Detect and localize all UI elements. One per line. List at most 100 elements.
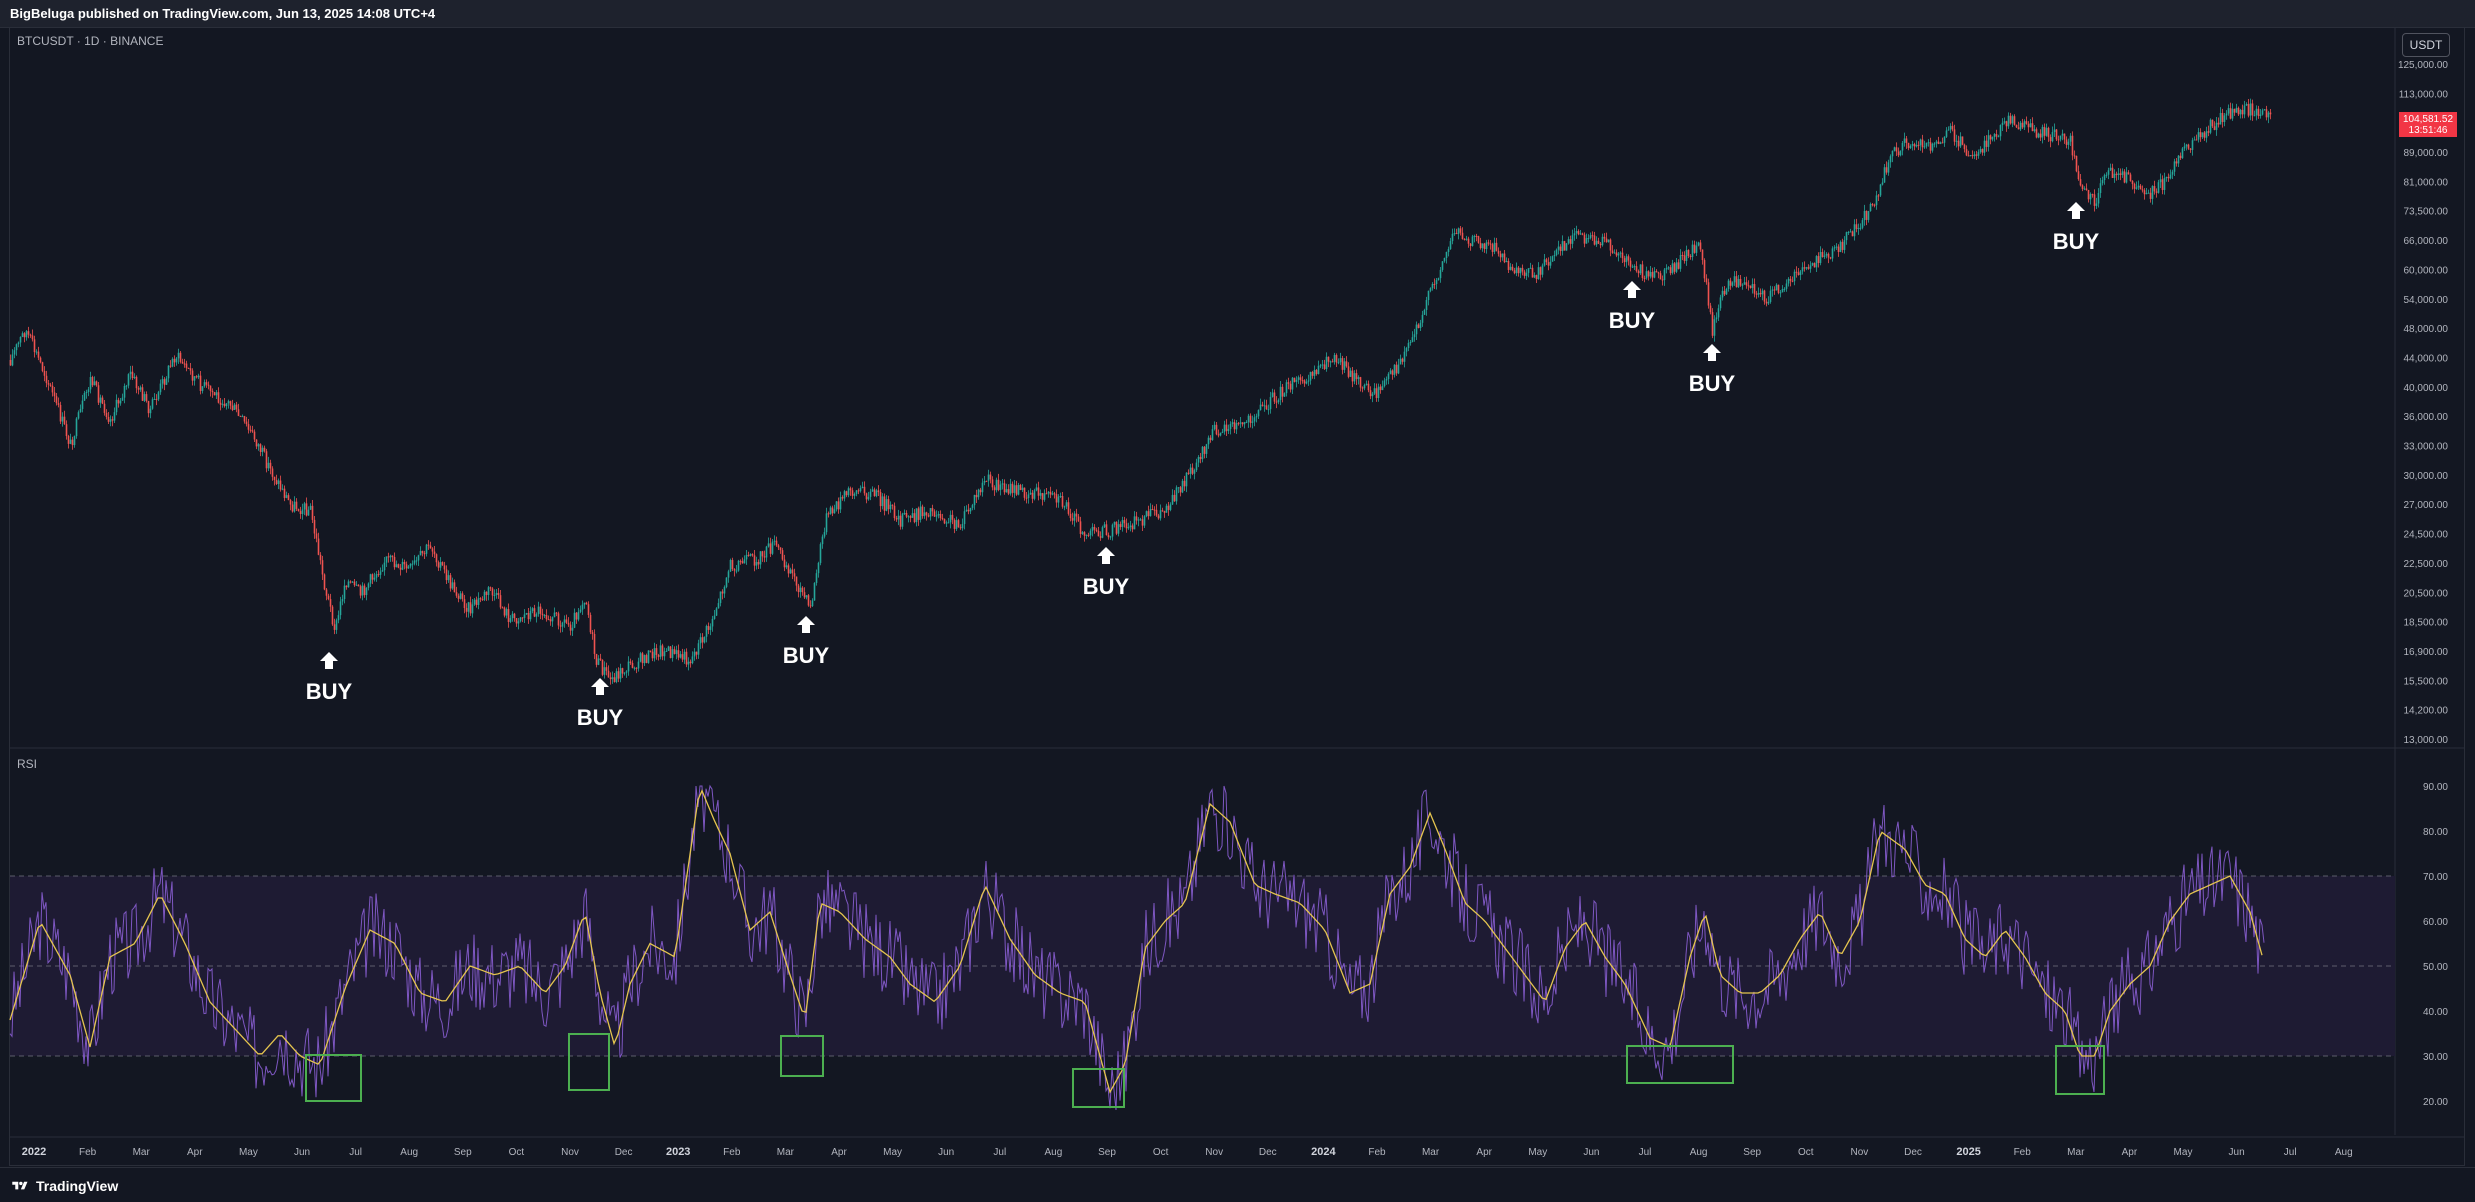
price-candle-body	[273, 476, 276, 481]
price-candle-body	[413, 560, 416, 564]
price-candle-body	[1971, 155, 1974, 157]
price-candle-body	[1277, 399, 1280, 403]
price-candle-body	[1117, 524, 1120, 534]
price-candle-body	[1331, 361, 1334, 363]
price-tick-label: 66,000.00	[2404, 236, 2449, 247]
price-tick-label: 14,200.00	[2404, 706, 2449, 717]
price-candle-body	[237, 409, 240, 416]
rsi-axis[interactable]: 90.00 80.00 70.00 60.00 50.00 40.00 30.00 20.00	[2423, 782, 2448, 1108]
price-candle-body	[1287, 382, 1290, 384]
price-candle-body	[1687, 249, 1690, 256]
price-candle-body	[135, 376, 138, 389]
price-candle-body	[821, 536, 824, 545]
price-candle-body	[985, 480, 988, 482]
price-candle-body	[703, 636, 706, 643]
price-tick-label: 44,000.00	[2404, 353, 2449, 364]
price-candle-body	[839, 497, 842, 510]
price-candle-body	[2009, 115, 2012, 124]
price-candle-body	[1729, 280, 1732, 286]
price-candle-body	[2195, 139, 2198, 141]
price-candle-body	[867, 496, 870, 500]
price-candle-body	[1149, 509, 1152, 517]
price-candle-body	[677, 650, 680, 658]
price-candle-body	[1291, 377, 1294, 390]
price-candle-body	[471, 604, 474, 614]
price-candle-body	[1581, 233, 1584, 235]
price-candle-body	[1357, 377, 1360, 380]
price-candle-body	[289, 500, 292, 505]
price-candle-body	[1065, 502, 1068, 507]
price-candle-body	[443, 565, 446, 570]
price-candle-body	[2117, 173, 2120, 175]
price-candle-body	[2181, 148, 2184, 159]
currency-button[interactable]: USDT	[2402, 33, 2450, 57]
price-candle-body	[889, 504, 892, 510]
price-candle-body	[755, 561, 758, 566]
price-candle-body	[1259, 404, 1262, 411]
price-candle-body	[2041, 126, 2044, 138]
price-candle-body	[2147, 192, 2150, 194]
price-candle-body	[431, 548, 434, 552]
price-candle-body	[929, 508, 932, 517]
price-candle-body	[1797, 272, 1800, 276]
price-candle-body	[775, 540, 778, 546]
price-candle-body	[2047, 127, 2050, 138]
price-candle-body	[2247, 104, 2250, 116]
price-candle-body	[2035, 129, 2038, 138]
price-candle-body	[2225, 113, 2228, 116]
price-candle-body	[1173, 494, 1176, 502]
price-candle-body	[1229, 424, 1232, 429]
price-candle-body	[1237, 423, 1240, 425]
price-candle-body	[1869, 204, 1872, 212]
price-candle-body	[909, 516, 912, 518]
price-candle-body	[265, 451, 268, 469]
price-candle-body	[281, 488, 284, 490]
price-candle-body	[1313, 369, 1316, 376]
price-candle-body	[223, 403, 226, 407]
price-candle-body	[981, 482, 984, 493]
price-candle-body	[459, 593, 462, 599]
rsi-indicator-label[interactable]: RSI	[17, 757, 38, 771]
price-candle-body	[1161, 510, 1164, 512]
price-candle-body	[533, 608, 536, 617]
time-axis[interactable]: 2022 Feb Mar Apr May Jun Jul Aug Sep Oct Nov Dec 202…	[22, 1146, 2353, 1158]
price-candle-body	[1589, 235, 1592, 239]
time-tick-label: Sep	[1743, 1147, 1761, 1158]
price-candle-body	[1517, 267, 1520, 274]
price-tick-label: 13,000.00	[2404, 735, 2449, 746]
price-candle-body	[521, 617, 524, 619]
price-candle-body	[1877, 195, 1880, 197]
price-candle-body	[1433, 283, 1436, 285]
price-candle-body	[1029, 492, 1032, 495]
price-candle-body	[347, 581, 350, 588]
price-candle-body	[1633, 266, 1636, 268]
time-tick-label: May	[1528, 1147, 1547, 1158]
price-candle-body	[995, 479, 998, 491]
price-candle-body	[2109, 167, 2112, 171]
buy-signal-label: BUY	[2053, 229, 2100, 254]
price-candle-body	[295, 501, 298, 509]
price-candle-body	[45, 375, 48, 384]
price-candle-body	[699, 637, 702, 644]
rsi-pane	[9, 784, 2395, 1111]
price-candle-body	[1183, 480, 1186, 487]
price-candle-body	[1959, 136, 1962, 147]
price-candle-body	[597, 658, 600, 665]
price-tick-label: 33,000.00	[2404, 442, 2449, 453]
price-candle-body	[141, 387, 144, 401]
price-candle-body	[1659, 273, 1662, 280]
price-candle-body	[469, 602, 472, 614]
price-axis[interactable]: 125,000.00113,000.0099,000.0089,000.0081…	[2398, 60, 2448, 746]
tradingview-logo[interactable]: TradingView	[10, 1177, 118, 1195]
price-candle-body	[1205, 444, 1208, 454]
price-candle-body	[1253, 417, 1256, 422]
price-candle-body	[1883, 167, 1886, 183]
price-candle-body	[1793, 271, 1796, 282]
bar-countdown: 13:51:46	[2408, 125, 2448, 136]
price-candle-body	[943, 519, 946, 524]
price-candle-body	[371, 574, 374, 580]
price-candle-body	[1423, 309, 1426, 315]
price-candle-body	[1197, 456, 1200, 463]
price-candle-body	[447, 575, 450, 581]
